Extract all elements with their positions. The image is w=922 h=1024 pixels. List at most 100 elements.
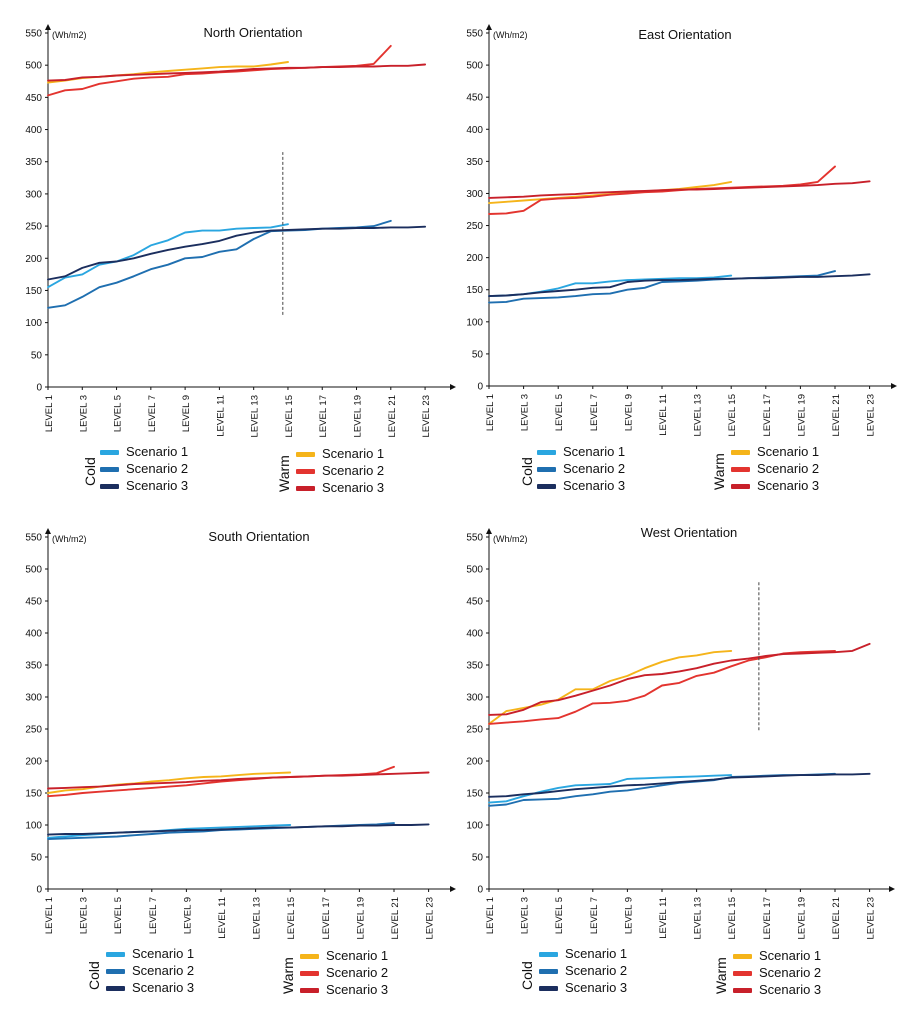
- y-tick-label: 300: [25, 189, 42, 200]
- legend-label: Scenario 2: [326, 965, 389, 980]
- x-tick-label: LEVEL 15: [727, 897, 738, 939]
- x-tick-label: LEVEL 11: [658, 394, 669, 436]
- x-tick-label: LEVEL 1: [485, 897, 496, 934]
- x-tick-label: LEVEL 3: [78, 395, 89, 432]
- swatch: [106, 969, 125, 974]
- chart-title: East Orientation: [638, 27, 731, 42]
- series-line-cold-scenario-3: [47, 225, 427, 281]
- series-line-warm-scenario-3: [488, 180, 871, 199]
- legend-label: Scenario 1: [322, 446, 385, 461]
- x-axis-arrow: [450, 384, 456, 390]
- y-axis-unit-label: (Wh/m2): [52, 534, 87, 544]
- x-tick-label: LEVEL 7: [589, 897, 600, 934]
- east-orientation-chart: 0 50 100 150 200 250 300 350 400 450 500 550 (Wh/m2)…: [466, 24, 897, 436]
- x-tick-label: LEVEL 1: [44, 897, 55, 934]
- y-tick-label: 450: [466, 93, 483, 104]
- x-tick-label: LEVEL 1: [485, 394, 496, 431]
- y-tick-label: 500: [25, 565, 42, 576]
- y-tick-label: 200: [466, 253, 483, 264]
- x-tick-label: LEVEL 23: [866, 897, 877, 939]
- series-line-cold-scenario-3: [488, 772, 871, 798]
- x-tick-label: LEVEL 23: [421, 395, 432, 437]
- series-line-cold-scenario-1: [488, 774, 733, 804]
- y-tick-label: 550: [25, 533, 42, 544]
- y-tick-label: 350: [466, 157, 483, 168]
- swatch: [296, 486, 315, 491]
- x-tick-label: LEVEL 1: [44, 395, 55, 432]
- y-tick-label: 500: [466, 565, 483, 576]
- legend-label: Scenario 3: [759, 982, 822, 997]
- legend-label: Scenario 1: [132, 946, 195, 961]
- chart-title: South Orientation: [208, 529, 309, 544]
- swatch: [100, 450, 119, 455]
- swatch: [733, 971, 752, 976]
- swatch: [106, 952, 125, 957]
- legend-label: Scenario 1: [126, 444, 189, 459]
- x-tick-label: LEVEL 9: [623, 897, 634, 934]
- series-line-cold-scenario-1: [47, 223, 289, 289]
- y-tick-label: 400: [466, 125, 483, 136]
- y-axis-arrow: [45, 528, 51, 534]
- x-tick-label: LEVEL 11: [215, 395, 226, 437]
- swatch: [300, 954, 319, 959]
- swatch: [300, 988, 319, 993]
- cold-legend-title: Cold: [519, 457, 535, 486]
- cold-legend-title: Cold: [82, 457, 98, 486]
- y-tick-label: 350: [466, 661, 483, 672]
- y-axis-unit-label: (Wh/m2): [52, 30, 87, 40]
- x-axis-arrow: [889, 886, 895, 892]
- legend-label: Scenario 3: [322, 480, 385, 495]
- y-tick-label: 100: [466, 821, 483, 832]
- x-tick-label: LEVEL 13: [693, 394, 704, 436]
- y-tick-label: 0: [36, 885, 42, 896]
- swatch: [537, 484, 556, 489]
- legend-label: Scenario 3: [563, 478, 626, 493]
- y-tick-label: 200: [25, 757, 42, 768]
- y-tick-label: 300: [466, 693, 483, 704]
- swatch: [106, 986, 125, 991]
- y-axis-arrow: [486, 528, 492, 534]
- series-line-warm-scenario-2: [47, 765, 395, 798]
- x-tick-label: LEVEL 21: [390, 897, 401, 939]
- y-tick-label: 200: [25, 254, 42, 265]
- y-tick-label: 250: [466, 725, 483, 736]
- x-tick-label: LEVEL 5: [554, 897, 565, 934]
- y-tick-label: 50: [472, 349, 484, 360]
- x-tick-label: LEVEL 21: [831, 897, 842, 939]
- swatch: [539, 986, 558, 991]
- cold-legend-title: Cold: [86, 961, 102, 990]
- series-line-warm-scenario-1: [488, 649, 733, 725]
- series-line-warm-scenario-3: [47, 771, 430, 790]
- swatch: [537, 467, 556, 472]
- series-line-warm-scenario-3: [488, 642, 871, 716]
- south-orientation-chart: 0 50 100 150 200 250 300 350 400 450 500 550 (Wh/m2)…: [25, 528, 456, 939]
- y-tick-label: 550: [25, 29, 42, 40]
- swatch: [539, 969, 558, 974]
- south-orientation-panel: 0 50 100 150 200 250 300 350 400 450 500 550 (Wh/m2)…: [0, 512, 461, 1024]
- x-tick-label: LEVEL 13: [250, 395, 261, 437]
- legend-label: Scenario 3: [326, 982, 389, 997]
- north-orientation-panel: 0 50 100 150 200 250 300 350 400 450 500 550 (Wh/m2)…: [0, 0, 461, 512]
- x-tick-label: LEVEL 17: [321, 897, 332, 939]
- x-tick-label: LEVEL 13: [252, 897, 263, 939]
- x-tick-label: LEVEL 5: [113, 395, 124, 432]
- y-tick-label: 0: [477, 885, 483, 896]
- series-line-cold-scenario-3: [488, 273, 871, 298]
- series-line-cold-scenario-2: [488, 270, 836, 304]
- y-tick-label: 350: [25, 157, 42, 168]
- legend-label: Scenario 3: [565, 980, 628, 995]
- x-tick-label: LEVEL 11: [658, 897, 669, 939]
- legend-label: Scenario 2: [565, 963, 628, 978]
- y-axis-unit-label: (Wh/m2): [493, 534, 528, 544]
- y-tick-label: 350: [25, 661, 42, 672]
- swatch: [733, 954, 752, 959]
- legend-label: Scenario 1: [757, 444, 820, 459]
- swatch: [733, 988, 752, 993]
- x-tick-label: LEVEL 5: [554, 394, 565, 431]
- x-tick-label: LEVEL 3: [520, 394, 531, 431]
- legend-label: Scenario 1: [565, 946, 628, 961]
- x-tick-label: LEVEL 7: [148, 897, 159, 934]
- cold-legend-title: Cold: [519, 961, 535, 990]
- east-orientation-panel: 0 50 100 150 200 250 300 350 400 450 500 550 (Wh/m2)…: [461, 0, 922, 512]
- y-tick-label: 250: [466, 221, 483, 232]
